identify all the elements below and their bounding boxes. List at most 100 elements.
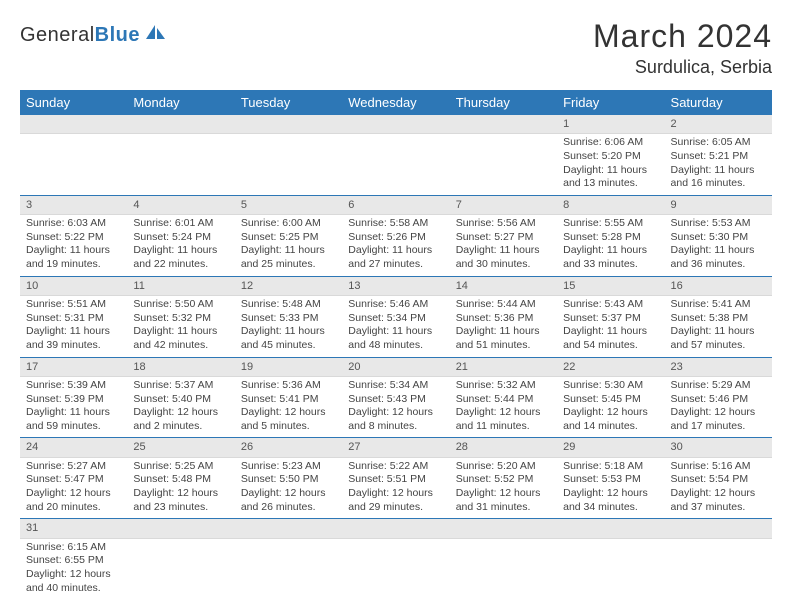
sunrise-text: Sunrise: 6:00 AM bbox=[241, 217, 336, 231]
daylight-text: Daylight: 12 hours and 20 minutes. bbox=[26, 487, 121, 514]
calendar-cell: 19Sunrise: 5:36 AMSunset: 5:41 PMDayligh… bbox=[235, 357, 342, 438]
day-number: 3 bbox=[20, 196, 127, 215]
sunrise-text: Sunrise: 5:30 AM bbox=[563, 379, 658, 393]
calendar-cell: 18Sunrise: 5:37 AMSunset: 5:40 PMDayligh… bbox=[127, 357, 234, 438]
calendar-cell: 21Sunrise: 5:32 AMSunset: 5:44 PMDayligh… bbox=[450, 357, 557, 438]
calendar-week: 24Sunrise: 5:27 AMSunset: 5:47 PMDayligh… bbox=[20, 438, 772, 519]
day-details: Sunrise: 5:20 AMSunset: 5:52 PMDaylight:… bbox=[450, 458, 557, 519]
sunset-text: Sunset: 5:47 PM bbox=[26, 473, 121, 487]
calendar-week: 1Sunrise: 6:06 AMSunset: 5:20 PMDaylight… bbox=[20, 115, 772, 195]
calendar-cell bbox=[127, 519, 234, 599]
day-details: Sunrise: 5:58 AMSunset: 5:26 PMDaylight:… bbox=[342, 215, 449, 276]
day-header: Monday bbox=[127, 90, 234, 115]
day-number: 7 bbox=[450, 196, 557, 215]
sunset-text: Sunset: 5:46 PM bbox=[671, 393, 766, 407]
day-header-row: Sunday Monday Tuesday Wednesday Thursday… bbox=[20, 90, 772, 115]
sunrise-text: Sunrise: 5:41 AM bbox=[671, 298, 766, 312]
daylight-text: Daylight: 11 hours and 13 minutes. bbox=[563, 164, 658, 191]
day-details: Sunrise: 5:41 AMSunset: 5:38 PMDaylight:… bbox=[665, 296, 772, 357]
sunrise-text: Sunrise: 5:51 AM bbox=[26, 298, 121, 312]
calendar-cell: 13Sunrise: 5:46 AMSunset: 5:34 PMDayligh… bbox=[342, 276, 449, 357]
sunset-text: Sunset: 5:51 PM bbox=[348, 473, 443, 487]
daylight-text: Daylight: 12 hours and 23 minutes. bbox=[133, 487, 228, 514]
day-number: 19 bbox=[235, 358, 342, 377]
day-details: Sunrise: 5:44 AMSunset: 5:36 PMDaylight:… bbox=[450, 296, 557, 357]
sunrise-text: Sunrise: 5:43 AM bbox=[563, 298, 658, 312]
brand-part1: General bbox=[20, 24, 95, 46]
day-number: 9 bbox=[665, 196, 772, 215]
day-number: 30 bbox=[665, 438, 772, 457]
calendar-cell: 30Sunrise: 5:16 AMSunset: 5:54 PMDayligh… bbox=[665, 438, 772, 519]
day-number: 12 bbox=[235, 277, 342, 296]
day-number: 10 bbox=[20, 277, 127, 296]
calendar-body: 1Sunrise: 6:06 AMSunset: 5:20 PMDaylight… bbox=[20, 115, 772, 599]
sunset-text: Sunset: 5:33 PM bbox=[241, 312, 336, 326]
day-number: 16 bbox=[665, 277, 772, 296]
daylight-text: Daylight: 11 hours and 48 minutes. bbox=[348, 325, 443, 352]
calendar-cell: 23Sunrise: 5:29 AMSunset: 5:46 PMDayligh… bbox=[665, 357, 772, 438]
sunset-text: Sunset: 5:22 PM bbox=[26, 231, 121, 245]
daylight-text: Daylight: 12 hours and 5 minutes. bbox=[241, 406, 336, 433]
calendar-cell: 25Sunrise: 5:25 AMSunset: 5:48 PMDayligh… bbox=[127, 438, 234, 519]
sunrise-text: Sunrise: 5:53 AM bbox=[671, 217, 766, 231]
daylight-text: Daylight: 11 hours and 59 minutes. bbox=[26, 406, 121, 433]
sunrise-text: Sunrise: 5:50 AM bbox=[133, 298, 228, 312]
day-number: 4 bbox=[127, 196, 234, 215]
day-number: 21 bbox=[450, 358, 557, 377]
sunset-text: Sunset: 6:55 PM bbox=[26, 554, 121, 568]
day-details: Sunrise: 5:39 AMSunset: 5:39 PMDaylight:… bbox=[20, 377, 127, 438]
sunrise-text: Sunrise: 5:46 AM bbox=[348, 298, 443, 312]
calendar-table: Sunday Monday Tuesday Wednesday Thursday… bbox=[20, 90, 772, 599]
calendar-cell: 3Sunrise: 6:03 AMSunset: 5:22 PMDaylight… bbox=[20, 195, 127, 276]
sunrise-text: Sunrise: 5:16 AM bbox=[671, 460, 766, 474]
day-number: 1 bbox=[557, 115, 664, 134]
day-details: Sunrise: 5:37 AMSunset: 5:40 PMDaylight:… bbox=[127, 377, 234, 438]
calendar-cell bbox=[342, 519, 449, 599]
sunset-text: Sunset: 5:41 PM bbox=[241, 393, 336, 407]
calendar-cell: 17Sunrise: 5:39 AMSunset: 5:39 PMDayligh… bbox=[20, 357, 127, 438]
daylight-text: Daylight: 12 hours and 37 minutes. bbox=[671, 487, 766, 514]
sunrise-text: Sunrise: 5:48 AM bbox=[241, 298, 336, 312]
sunrise-text: Sunrise: 6:03 AM bbox=[26, 217, 121, 231]
sunset-text: Sunset: 5:48 PM bbox=[133, 473, 228, 487]
day-details: Sunrise: 5:23 AMSunset: 5:50 PMDaylight:… bbox=[235, 458, 342, 519]
calendar-cell: 1Sunrise: 6:06 AMSunset: 5:20 PMDaylight… bbox=[557, 115, 664, 195]
day-header: Thursday bbox=[450, 90, 557, 115]
calendar-week: 10Sunrise: 5:51 AMSunset: 5:31 PMDayligh… bbox=[20, 276, 772, 357]
calendar-cell: 8Sunrise: 5:55 AMSunset: 5:28 PMDaylight… bbox=[557, 195, 664, 276]
day-details: Sunrise: 5:50 AMSunset: 5:32 PMDaylight:… bbox=[127, 296, 234, 357]
day-details: Sunrise: 5:18 AMSunset: 5:53 PMDaylight:… bbox=[557, 458, 664, 519]
day-details: Sunrise: 5:16 AMSunset: 5:54 PMDaylight:… bbox=[665, 458, 772, 519]
calendar-cell: 10Sunrise: 5:51 AMSunset: 5:31 PMDayligh… bbox=[20, 276, 127, 357]
calendar-cell bbox=[450, 115, 557, 195]
day-details: Sunrise: 5:56 AMSunset: 5:27 PMDaylight:… bbox=[450, 215, 557, 276]
day-details: Sunrise: 5:32 AMSunset: 5:44 PMDaylight:… bbox=[450, 377, 557, 438]
day-details: Sunrise: 6:05 AMSunset: 5:21 PMDaylight:… bbox=[665, 134, 772, 195]
day-number-bar bbox=[20, 115, 127, 134]
calendar-cell: 4Sunrise: 6:01 AMSunset: 5:24 PMDaylight… bbox=[127, 195, 234, 276]
day-details: Sunrise: 5:53 AMSunset: 5:30 PMDaylight:… bbox=[665, 215, 772, 276]
calendar-cell bbox=[235, 115, 342, 195]
day-details: Sunrise: 5:22 AMSunset: 5:51 PMDaylight:… bbox=[342, 458, 449, 519]
calendar-week: 17Sunrise: 5:39 AMSunset: 5:39 PMDayligh… bbox=[20, 357, 772, 438]
sunset-text: Sunset: 5:25 PM bbox=[241, 231, 336, 245]
sunrise-text: Sunrise: 5:23 AM bbox=[241, 460, 336, 474]
day-number: 15 bbox=[557, 277, 664, 296]
day-header: Wednesday bbox=[342, 90, 449, 115]
sunset-text: Sunset: 5:40 PM bbox=[133, 393, 228, 407]
day-number: 17 bbox=[20, 358, 127, 377]
sunset-text: Sunset: 5:28 PM bbox=[563, 231, 658, 245]
sunrise-text: Sunrise: 5:55 AM bbox=[563, 217, 658, 231]
day-number-bar bbox=[235, 115, 342, 134]
day-details: Sunrise: 5:29 AMSunset: 5:46 PMDaylight:… bbox=[665, 377, 772, 438]
daylight-text: Daylight: 11 hours and 57 minutes. bbox=[671, 325, 766, 352]
sunrise-text: Sunrise: 5:18 AM bbox=[563, 460, 658, 474]
day-number-bar bbox=[450, 115, 557, 134]
sunset-text: Sunset: 5:50 PM bbox=[241, 473, 336, 487]
sunrise-text: Sunrise: 6:01 AM bbox=[133, 217, 228, 231]
day-number-bar bbox=[127, 519, 234, 538]
calendar-cell bbox=[127, 115, 234, 195]
day-details: Sunrise: 5:55 AMSunset: 5:28 PMDaylight:… bbox=[557, 215, 664, 276]
day-details: Sunrise: 5:34 AMSunset: 5:43 PMDaylight:… bbox=[342, 377, 449, 438]
sunrise-text: Sunrise: 5:37 AM bbox=[133, 379, 228, 393]
